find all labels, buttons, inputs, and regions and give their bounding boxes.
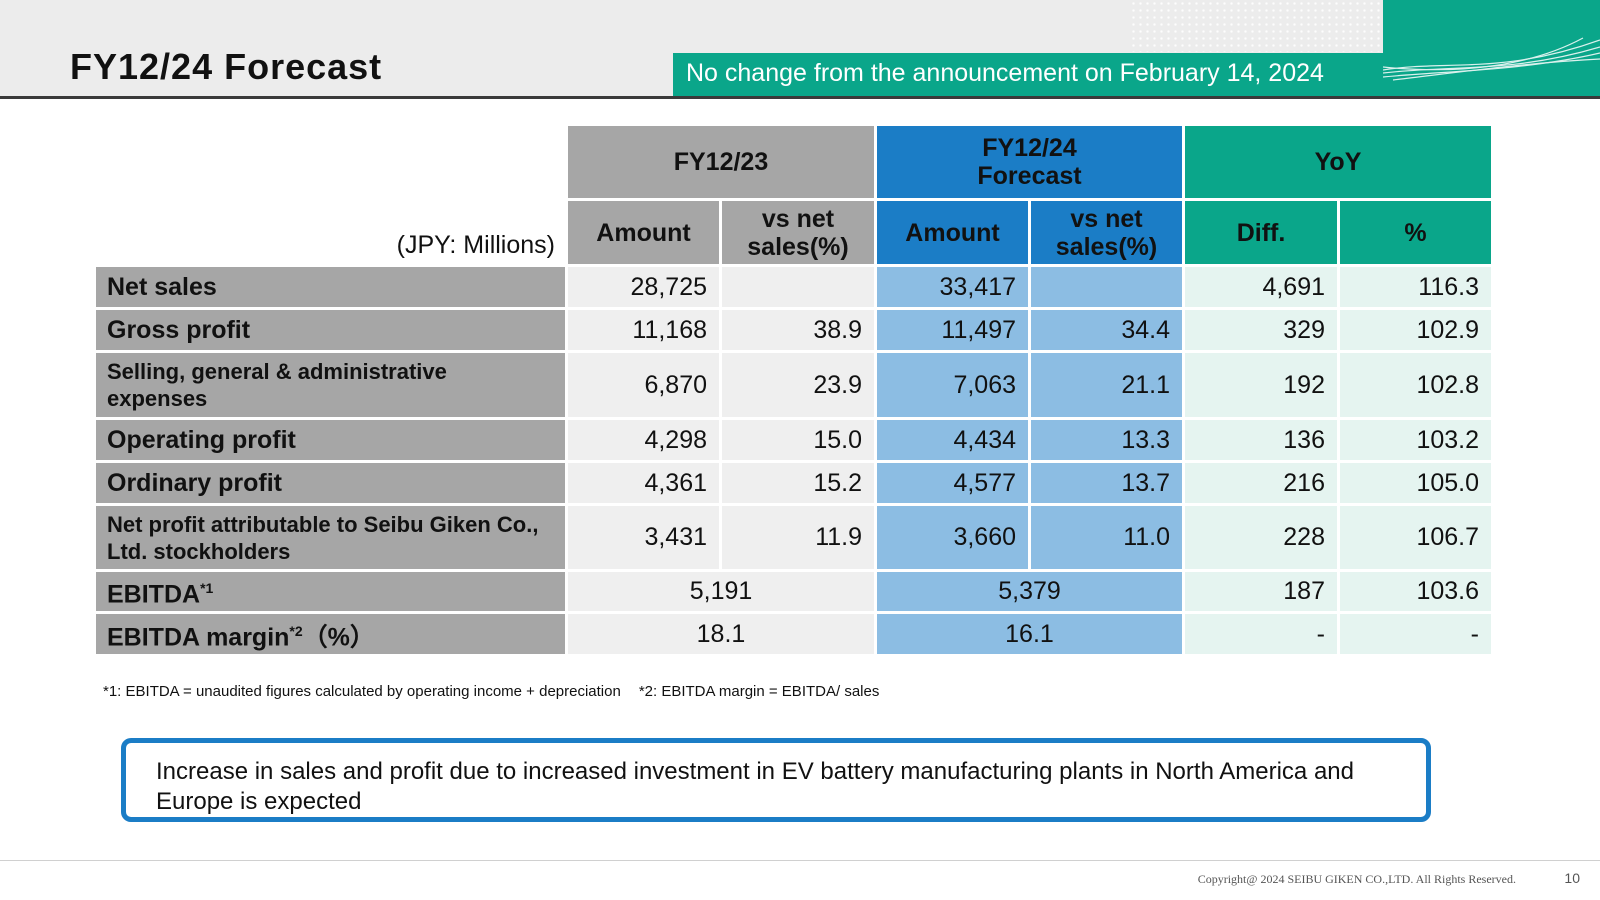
unit-label: (JPY: Millions) xyxy=(396,231,555,259)
table-cell: - xyxy=(1340,614,1491,654)
table-cell: 23.9 xyxy=(722,353,874,417)
table-cell: 216 xyxy=(1185,463,1337,503)
col-header-ratio: vs net sales(%) xyxy=(1031,201,1182,264)
table-cell: 15.0 xyxy=(722,420,874,460)
row-label: EBITDA*1 xyxy=(96,572,565,611)
table-row: EBITDA*1 5,191 5,379 187 103.6 xyxy=(96,572,1491,611)
table-row: Gross profit 11,168 38.9 11,497 34.4 329… xyxy=(96,310,1491,350)
table-cell: - xyxy=(1185,614,1337,654)
footer-divider xyxy=(0,860,1600,861)
table-cell: 187 xyxy=(1185,572,1337,611)
table-cell: 4,434 xyxy=(877,420,1028,460)
table-cell xyxy=(722,267,874,307)
table-cell: 3,431 xyxy=(568,506,719,569)
col-header-ratio-text: vs net sales(%) xyxy=(1055,204,1158,261)
table-cell: 15.2 xyxy=(722,463,874,503)
copyright: Copyright@ 2024 SEIBU GIKEN CO.,LTD. All… xyxy=(1197,872,1516,886)
table-cell: 38.9 xyxy=(722,310,874,350)
table-cell: 7,063 xyxy=(877,353,1028,417)
summary-text: Increase in sales and profit due to incr… xyxy=(156,758,1354,815)
row-label-text: EBITDA xyxy=(107,580,201,609)
table-cell: 11.0 xyxy=(1031,506,1182,569)
table-cell: 102.9 xyxy=(1340,310,1491,350)
table-cell: 34.4 xyxy=(1031,310,1182,350)
wave-lines-decoration xyxy=(1383,37,1600,81)
table-cell: 105.0 xyxy=(1340,463,1491,503)
table-cell: 13.3 xyxy=(1031,420,1182,460)
table-cell: 16.1 xyxy=(877,614,1182,654)
table-row: EBITDA margin*2（%） 18.1 16.1 - - xyxy=(96,614,1491,654)
table-cell: 13.7 xyxy=(1031,463,1182,503)
page-number: 10 xyxy=(1564,870,1580,886)
dot-pattern-decoration xyxy=(1130,0,1380,52)
group-header-fy24: FY12/24 Forecast xyxy=(877,126,1182,198)
table-cell: 116.3 xyxy=(1340,267,1491,307)
table-row: Operating profit 4,298 15.0 4,434 13.3 1… xyxy=(96,420,1491,460)
table-cell: 28,725 xyxy=(568,267,719,307)
row-label-text: EBITDA margin xyxy=(107,623,290,652)
table-row: Net sales 28,725 33,417 4,691 116.3 xyxy=(96,267,1491,307)
col-header-ratio: vs net sales(%) xyxy=(722,201,874,264)
footnote: *1: EBITDA = unaudited figures calculate… xyxy=(103,683,621,700)
table-cell: 102.8 xyxy=(1340,353,1491,417)
table-cell: 3,660 xyxy=(877,506,1028,569)
table-cell: 103.6 xyxy=(1340,572,1491,611)
row-label: EBITDA margin*2（%） xyxy=(96,614,565,654)
table-cell: 18.1 xyxy=(568,614,874,654)
table-cell: 6,870 xyxy=(568,353,719,417)
row-label-suffix: （%） xyxy=(302,623,375,652)
col-header-diff: Diff. xyxy=(1185,201,1337,264)
table-cell: 11.9 xyxy=(722,506,874,569)
table-cell: 4,577 xyxy=(877,463,1028,503)
footnotes: *1: EBITDA = unaudited figures calculate… xyxy=(103,683,879,700)
table-cell: 11,168 xyxy=(568,310,719,350)
col-header-pct: % xyxy=(1340,201,1491,264)
footnote: *2: EBITDA margin = EBITDA/ sales xyxy=(638,683,880,700)
footnote-marker: *1 xyxy=(200,580,214,597)
row-label: Operating profit xyxy=(96,420,565,460)
table-cell: 5,379 xyxy=(877,572,1182,611)
table-cell: 192 xyxy=(1185,353,1337,417)
table-cell: 106.7 xyxy=(1340,506,1491,569)
table-cell: 21.1 xyxy=(1031,353,1182,417)
col-header-amount: Amount xyxy=(568,201,719,264)
row-label: Selling, general & administrative expens… xyxy=(96,353,565,417)
table-row: Ordinary profit 4,361 15.2 4,577 13.7 21… xyxy=(96,463,1491,503)
group-header-yoy: YoY xyxy=(1185,126,1491,198)
group-header-fy24-text: FY12/24 Forecast xyxy=(977,134,1082,190)
table-row: Selling, general & administrative expens… xyxy=(96,353,1491,417)
table-cell: 329 xyxy=(1185,310,1337,350)
footnote-marker: *2 xyxy=(289,622,303,639)
status-banner: No change from the announcement on Febru… xyxy=(673,53,1600,98)
col-header-amount: Amount xyxy=(877,201,1028,264)
table-cell: 4,691 xyxy=(1185,267,1337,307)
table-cell: 11,497 xyxy=(877,310,1028,350)
col-header-ratio-text: vs net sales(%) xyxy=(747,204,849,261)
table-cell: 33,417 xyxy=(877,267,1028,307)
table-cell: 136 xyxy=(1185,420,1337,460)
row-label: Ordinary profit xyxy=(96,463,565,503)
table-row: Net profit attributable to Seibu Giken C… xyxy=(96,506,1491,569)
row-label: Gross profit xyxy=(96,310,565,350)
table-cell xyxy=(1031,267,1182,307)
row-label: Net sales xyxy=(96,267,565,307)
table-cell: 5,191 xyxy=(568,572,874,611)
page-title: FY12/24 Forecast xyxy=(70,46,383,87)
row-label: Net profit attributable to Seibu Giken C… xyxy=(96,506,565,569)
row-label-text: Selling, general & administrative expens… xyxy=(107,359,447,411)
status-banner-text: No change from the announcement on Febru… xyxy=(686,59,1324,87)
table-cell: 4,298 xyxy=(568,420,719,460)
group-header-fy23: FY12/23 xyxy=(568,126,874,198)
table-cell: 4,361 xyxy=(568,463,719,503)
table-cell: 228 xyxy=(1185,506,1337,569)
row-label-text: Net profit attributable to Seibu Giken C… xyxy=(107,511,539,564)
summary-callout: Increase in sales and profit due to incr… xyxy=(121,738,1431,822)
table-cell: 103.2 xyxy=(1340,420,1491,460)
forecast-table: (JPY: Millions) FY12/23 FY12/24 Forecast… xyxy=(93,123,1494,657)
header-divider xyxy=(0,96,1600,99)
